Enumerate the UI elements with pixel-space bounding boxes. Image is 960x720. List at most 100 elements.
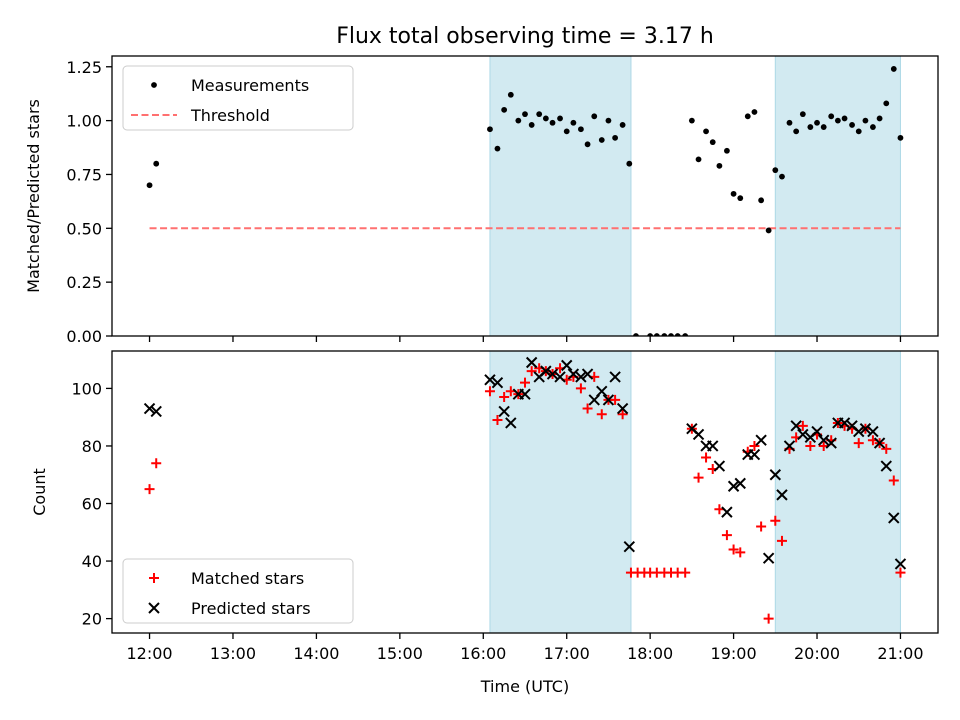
axes-frame <box>111 350 939 634</box>
measurement-point <box>793 128 800 135</box>
predicted-star-marker <box>150 405 162 418</box>
predicted-star-marker <box>498 405 510 418</box>
measurement-point <box>744 113 751 120</box>
y-axis-label: Matched/Predicted stars <box>24 99 43 293</box>
x-tick-label: 12:00 <box>126 644 172 663</box>
measurement-point <box>779 173 785 180</box>
predicted-star-marker <box>713 460 726 472</box>
measurement-point <box>647 333 654 336</box>
predicted-star-marker <box>581 368 594 380</box>
matched-star-marker <box>735 547 746 558</box>
matched-star-marker <box>805 440 816 451</box>
y-tick-label: 80 <box>82 437 102 456</box>
predicted-star-marker <box>755 434 767 446</box>
measurement-point <box>612 134 619 141</box>
predicted-star-marker <box>546 368 559 380</box>
measurement-point <box>703 128 709 135</box>
matched-star-marker <box>484 386 495 397</box>
measurement-point <box>619 122 626 128</box>
x-axis-label: Time (UTC) <box>480 677 569 696</box>
legend-measurement-marker <box>151 82 157 88</box>
matched-star-marker <box>888 475 899 486</box>
legend-label: Measurements <box>191 76 309 95</box>
data-markers <box>146 66 904 336</box>
predicted-star-marker <box>623 540 636 553</box>
measurement-point <box>557 115 563 122</box>
predicted-star-marker <box>484 374 496 386</box>
matched-star-marker <box>499 392 510 403</box>
measurement-point <box>828 113 835 120</box>
measurement-point <box>501 106 508 113</box>
y-axis-label: Count <box>30 468 49 516</box>
measurement-point <box>688 117 695 124</box>
measurement-point <box>876 115 883 122</box>
measurement-point <box>772 167 779 174</box>
predicted-star-marker <box>540 365 552 377</box>
measurement-point <box>153 160 160 167</box>
x-tick-label: 20:00 <box>794 644 840 663</box>
predicted-star-marker <box>762 552 775 564</box>
measurement-point <box>591 113 598 120</box>
predicted-star-marker <box>769 469 782 481</box>
legend: Measurements Threshold <box>122 65 354 131</box>
predicted-star-marker <box>575 371 587 383</box>
predicted-star-marker <box>707 440 719 452</box>
legend-frame <box>122 558 354 624</box>
matched-star-marker <box>853 438 864 449</box>
x-tick-label: 15:00 <box>377 644 423 663</box>
matched-star-marker <box>680 567 691 578</box>
predicted-star-marker <box>776 489 788 501</box>
measurement-point <box>765 227 772 234</box>
measurement-point <box>146 182 153 189</box>
matched-star-marker <box>895 567 906 578</box>
panel-bottom: 20 40 60 80 100 12:00 13:00 14:00 15:00 16:00 17:0… <box>30 350 939 696</box>
measurement-point <box>674 333 681 336</box>
predicted-star-marker <box>825 437 837 449</box>
measurement-point <box>598 137 605 143</box>
y-tick-label: 100 <box>71 379 102 398</box>
measurement-point <box>786 119 793 126</box>
measurement-point <box>834 117 841 124</box>
measurement-point <box>814 119 820 126</box>
predicted-star-marker <box>596 385 608 397</box>
x-tick-label: 16:00 <box>460 644 506 663</box>
observing-span <box>774 55 901 337</box>
y-tick-label: 0.00 <box>66 327 102 346</box>
predicted-star-marker <box>811 425 823 438</box>
legend-label: Predicted stars <box>191 599 311 618</box>
matched-star-marker <box>728 544 739 555</box>
predicted-star-marker <box>817 434 830 446</box>
matched-star-marker <box>721 530 732 541</box>
predicted-star-marker <box>561 359 573 372</box>
predicted-star-marker <box>491 376 504 389</box>
data-markers <box>143 356 907 624</box>
matched-star-marker <box>763 613 774 624</box>
measurement-point <box>716 162 723 169</box>
measurement-point <box>563 128 570 135</box>
measurement-point <box>870 124 876 130</box>
legend-predicted-marker <box>148 602 160 614</box>
measurement-point <box>730 190 737 197</box>
predicted-star-marker <box>609 371 621 383</box>
measurement-point <box>820 124 827 130</box>
measurement-point <box>855 128 862 135</box>
measurement-point <box>487 126 493 133</box>
y-tick-label: 1.00 <box>66 112 102 131</box>
predicted-star-marker <box>873 437 886 449</box>
measurement-point <box>849 122 855 128</box>
predicted-star-marker <box>894 558 907 570</box>
measurement-point <box>682 333 689 336</box>
matched-star-marker <box>756 521 767 532</box>
measurement-point <box>515 117 522 124</box>
predicted-star-marker <box>567 368 580 380</box>
matched-star-marker <box>881 443 892 454</box>
measurement-point <box>570 119 577 126</box>
predicted-star-marker <box>783 440 796 452</box>
measurement-point <box>807 124 814 130</box>
matched-star-marker <box>610 394 621 405</box>
predicted-star-marker <box>734 477 746 490</box>
matched-star-marker <box>701 452 712 463</box>
matched-star-marker <box>749 440 760 451</box>
measurement-point <box>653 333 660 336</box>
matched-star-marker <box>492 415 503 426</box>
